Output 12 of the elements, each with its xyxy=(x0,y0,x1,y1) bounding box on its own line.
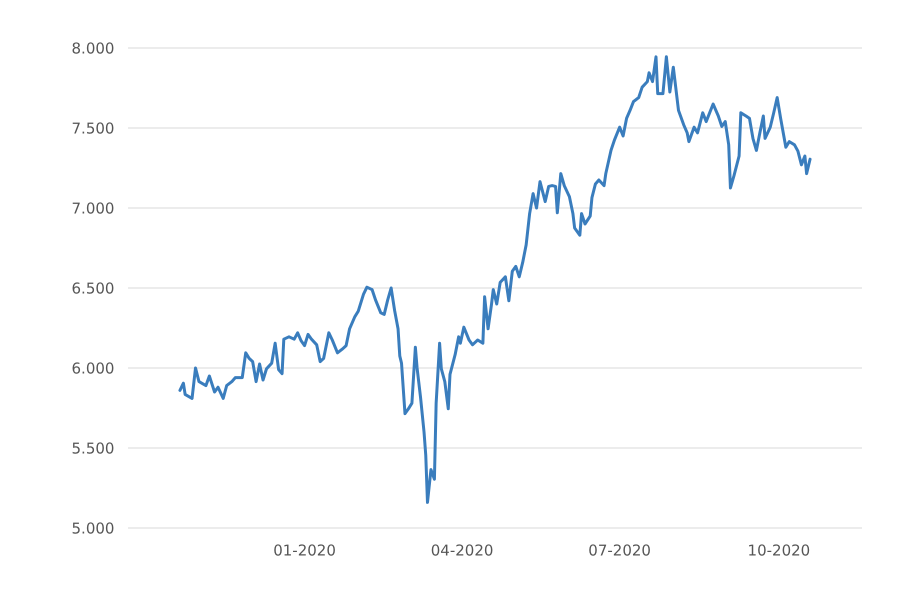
y-tick-label: 6.500 xyxy=(72,279,114,298)
y-tick-label: 7.000 xyxy=(72,199,114,218)
x-tick-label: 01-2020 xyxy=(273,541,336,560)
x-tick-label: 04-2020 xyxy=(430,541,494,560)
y-tick-label: 5.000 xyxy=(72,519,114,538)
y-tick-label: 5.500 xyxy=(72,439,114,458)
y-tick-label: 7.500 xyxy=(72,119,114,138)
x-tick-label: 10-2020 xyxy=(748,541,810,560)
y-tick-label: 6.000 xyxy=(72,359,114,378)
line-series xyxy=(178,55,812,504)
x-tick-label: 07-2020 xyxy=(588,541,651,560)
y-tick-label: 8.000 xyxy=(72,39,114,58)
